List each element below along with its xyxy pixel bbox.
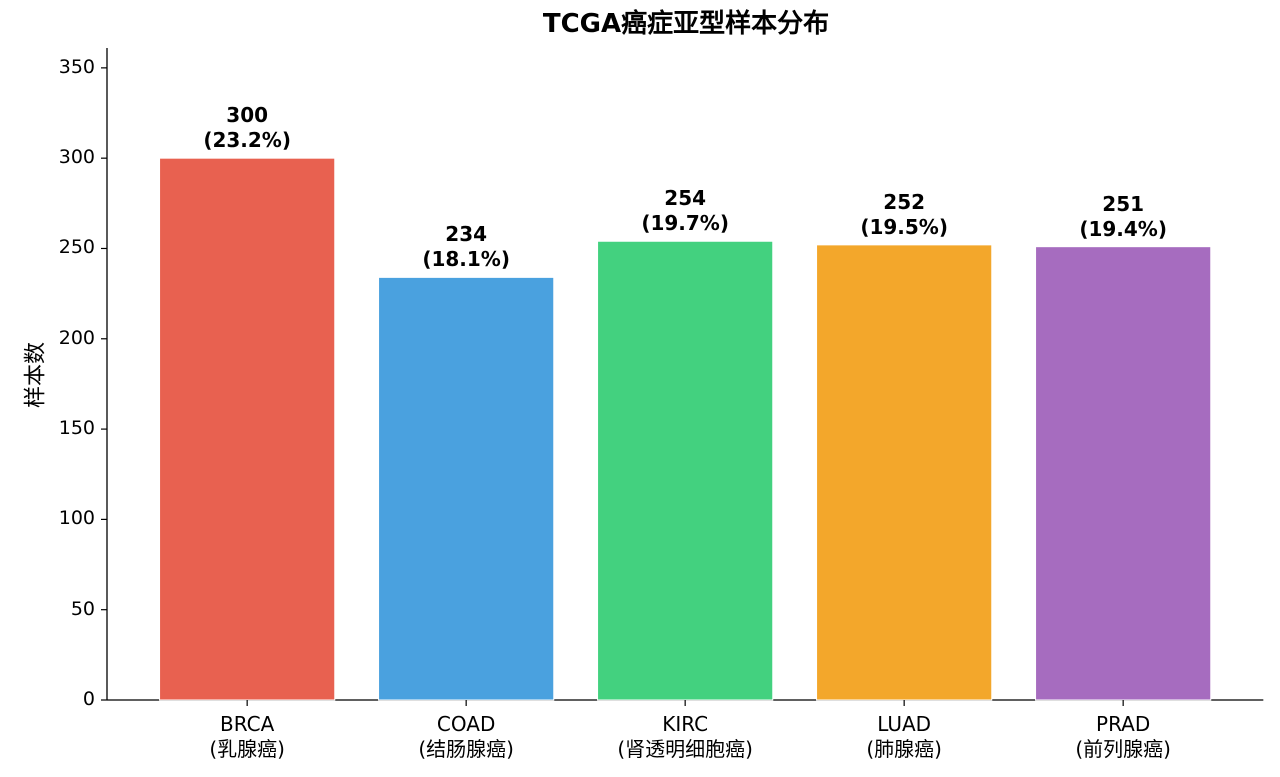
y-tick-label: 300 [58,146,95,169]
x-tick-label: BRCA (乳腺癌) [209,712,285,761]
bar [378,276,555,701]
value-label: 234 (18.1%) [422,222,510,272]
y-tick-label: 350 [58,55,95,78]
bar [159,157,336,701]
chart-title: TCGA癌症亚型样本分布 [542,9,830,39]
x-tick-label: KIRC (肾透明细胞癌) [617,712,753,761]
bar [1035,246,1212,701]
y-tick-label: 150 [58,417,95,440]
value-label: 300 (23.2%) [203,103,291,153]
y-tick-label: 50 [70,597,95,620]
value-label: 251 (19.4%) [1079,191,1167,241]
x-tick-label: PRAD (前列腺癌) [1075,712,1171,761]
y-tick-label: 250 [58,236,95,259]
value-label: 252 (19.5%) [860,189,948,239]
y-tick-label: 100 [58,507,95,530]
value-label: 254 (19.7%) [641,186,729,236]
bar [816,244,993,701]
y-tick-label: 200 [58,326,95,349]
x-tick-label: LUAD (肺腺癌) [866,712,942,761]
y-axis-label: 样本数 [23,341,49,409]
y-tick-label: 0 [82,688,95,711]
x-tick-label: COAD (结肠腺癌) [418,712,514,761]
bar [597,240,774,701]
